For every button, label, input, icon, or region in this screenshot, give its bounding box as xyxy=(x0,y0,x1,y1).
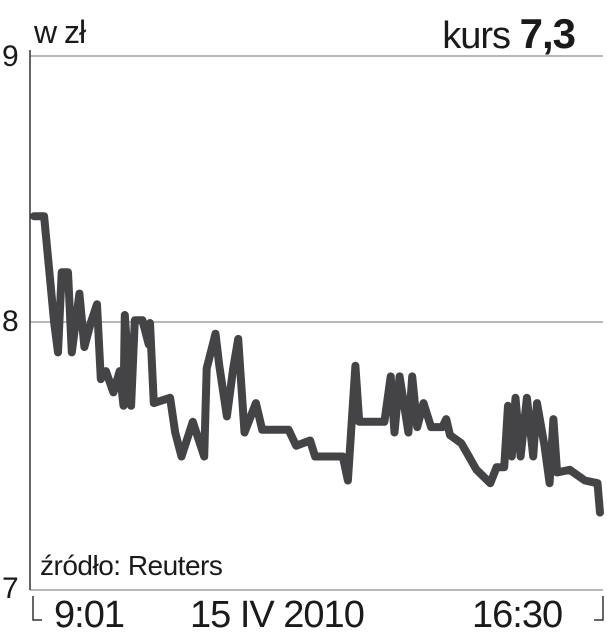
source-note: źródło: Reuters xyxy=(40,550,223,581)
x-tick-label-end: 16:30 xyxy=(472,594,563,636)
x-axis-bracket-right xyxy=(594,596,604,621)
x-axis-bracket-left xyxy=(32,596,42,621)
y-axis-label: w zł xyxy=(34,14,86,50)
title-value: 7,3 xyxy=(519,10,576,57)
date-label: 15 IV 2010 xyxy=(190,594,365,636)
y-tick-label-9: 9 xyxy=(2,40,19,73)
title-prefix: kurs xyxy=(442,15,511,57)
x-tick-label-start: 9:01 xyxy=(54,594,125,636)
y-tick-label-8: 8 xyxy=(2,305,19,338)
series-line xyxy=(30,212,604,517)
y-tick-label-7: 7 xyxy=(2,572,19,605)
chart-title: kurs 7,3 xyxy=(442,10,576,58)
